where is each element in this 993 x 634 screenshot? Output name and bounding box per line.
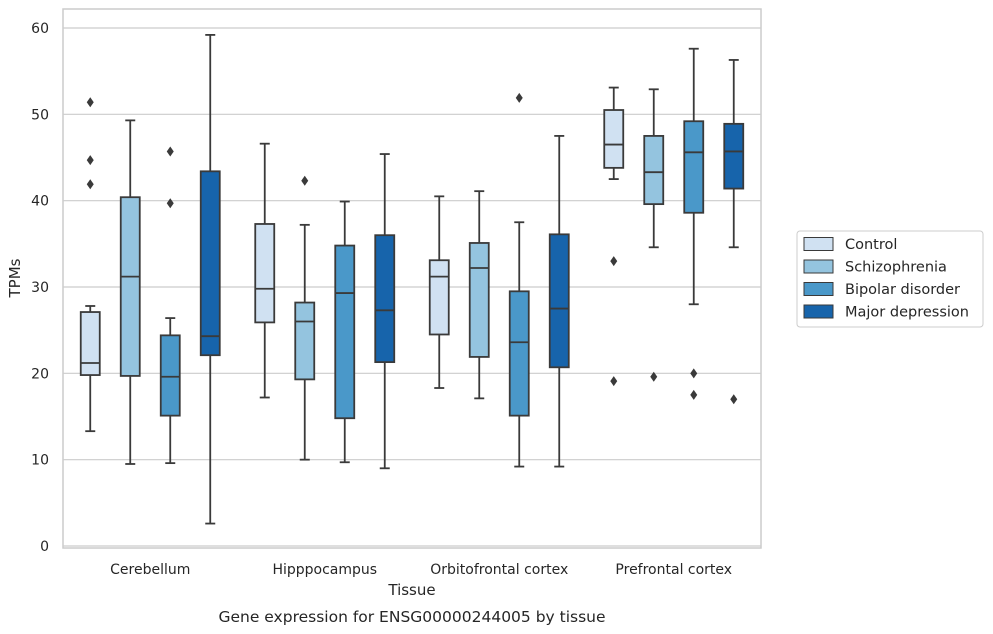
box-iqr [294, 301, 316, 381]
legend-swatch [803, 304, 834, 319]
y-tick-label: 0 [40, 539, 49, 555]
box-3-0 [603, 86, 625, 387]
box-iqr [643, 135, 665, 206]
outlier-point [301, 175, 309, 186]
plot-frame [62, 8, 762, 549]
box-iqr [159, 334, 181, 417]
box-2-3 [548, 135, 570, 468]
box-1-2 [334, 200, 356, 464]
x-tick-label: Cerebellum [110, 562, 190, 578]
y-tick-label: 60 [31, 21, 49, 37]
box-iqr [199, 170, 221, 357]
outlier-point [166, 146, 174, 157]
outlier-point [690, 389, 698, 400]
box-0-0 [79, 97, 101, 433]
box-iqr [603, 109, 625, 169]
box-iqr [548, 233, 570, 369]
legend-label: Schizophrenia [845, 260, 947, 276]
outlier-point [166, 198, 174, 209]
box-2-0 [428, 195, 450, 389]
chart-caption: Gene expression for ENSG00000244005 by t… [218, 608, 605, 626]
legend-label: Control [845, 237, 897, 253]
box-iqr [428, 259, 450, 336]
box-iqr [683, 120, 705, 214]
box-2-1 [468, 190, 490, 400]
legend-label: Major depression [845, 305, 969, 321]
x-tick-label: Hipppocampus [272, 562, 377, 578]
box-0-2 [159, 146, 181, 465]
legend-swatch [803, 259, 834, 274]
x-tick-label: Prefrontal cortex [615, 562, 732, 578]
box-iqr [79, 311, 101, 376]
box-0-1 [119, 119, 141, 465]
box-3-2 [683, 47, 705, 400]
box-iqr [254, 223, 276, 324]
outlier-point [690, 368, 698, 379]
y-axis-label: TPMs [6, 258, 24, 298]
legend-frame [796, 230, 984, 328]
box-3-1 [643, 88, 665, 382]
legend-label: Bipolar disorder [845, 282, 960, 298]
box-0-3 [199, 34, 221, 525]
outlier-point [730, 394, 738, 405]
outlier-point [650, 371, 658, 382]
box-1-1 [294, 175, 316, 461]
box-3-3 [723, 59, 745, 405]
legend: Control Schizophrenia Bipolar disorder Majo… [796, 230, 984, 328]
y-tick-label: 30 [31, 280, 49, 296]
box-iqr [508, 290, 530, 417]
gridlines [63, 27, 761, 547]
box-1-0 [254, 142, 276, 399]
y-tick-labels: 0 10 20 30 40 50 60 [31, 21, 49, 555]
box-2-2 [508, 92, 530, 468]
box-iqr [334, 244, 356, 420]
outlier-point [610, 256, 618, 267]
boxes [79, 34, 745, 525]
box-iqr [119, 196, 141, 377]
outlier-point [86, 155, 94, 166]
x-tick-labels: Cerebellum Hipppocampus Orbitofrontal cort… [110, 562, 732, 578]
y-tick-label: 40 [31, 194, 49, 210]
outlier-point [515, 92, 523, 103]
legend-items: Control Schizophrenia Bipolar disorder Majo… [803, 237, 969, 321]
x-tick-label: Orbitofrontal cortex [430, 562, 568, 578]
outlier-point [86, 97, 94, 108]
y-tick-label: 50 [31, 107, 49, 123]
y-tick-label: 20 [31, 366, 49, 382]
x-axis-label: Tissue [387, 581, 435, 599]
box-iqr [468, 242, 490, 358]
legend-swatch [803, 282, 834, 296]
box-iqr [723, 122, 745, 190]
outlier-point [86, 179, 94, 190]
box-iqr [374, 234, 396, 364]
y-tick-label: 10 [31, 453, 49, 469]
outlier-point [610, 376, 618, 387]
box-1-3 [374, 153, 396, 470]
legend-swatch [803, 237, 834, 251]
